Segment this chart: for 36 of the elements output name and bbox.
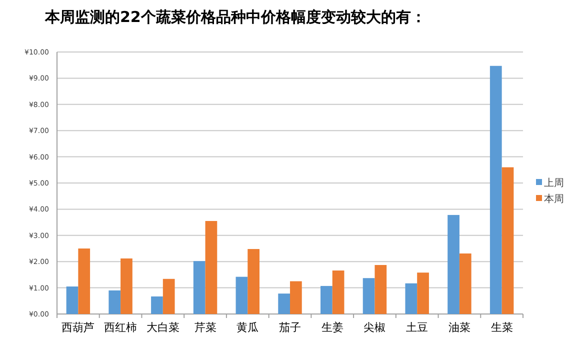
x-tick-label: 西红柿 [104, 321, 138, 334]
x-tick-label: 大白菜 [146, 321, 180, 334]
bar [374, 265, 387, 314]
bar [459, 253, 472, 314]
x-tick-label: 茄子 [279, 321, 301, 334]
x-tick-label: 西葫芦 [62, 321, 95, 334]
bar [362, 278, 375, 314]
legend-label: 上周 [544, 177, 564, 189]
bar [151, 296, 163, 314]
legend-label: 本周 [544, 193, 564, 205]
bar [236, 276, 248, 314]
chart-title: 本周监测的22个蔬菜价格品种中价格幅度变动较大的有： [44, 8, 426, 26]
bar [417, 272, 429, 314]
x-tick-label: 土豆 [406, 321, 428, 334]
bar [66, 286, 78, 314]
x-tick-label: 生菜 [490, 321, 513, 334]
bar [78, 248, 90, 314]
x-tick-label: 生姜 [321, 321, 344, 334]
bar [290, 281, 302, 314]
bar [490, 66, 502, 314]
x-tick-label: 芹菜 [194, 321, 216, 334]
bar [320, 286, 332, 314]
bar [120, 258, 132, 314]
bar [205, 220, 218, 314]
bar [405, 283, 418, 314]
x-tick-label: 黄瓜 [236, 321, 259, 334]
x-tick-label: 油菜 [448, 321, 470, 334]
x-tick-label: 尖椒 [364, 321, 386, 334]
bar [278, 294, 290, 314]
bar [332, 270, 344, 314]
bar [448, 214, 460, 314]
bar [108, 290, 121, 314]
bar [193, 261, 206, 314]
bar [248, 249, 260, 314]
bar [502, 167, 514, 314]
bar [162, 278, 175, 314]
